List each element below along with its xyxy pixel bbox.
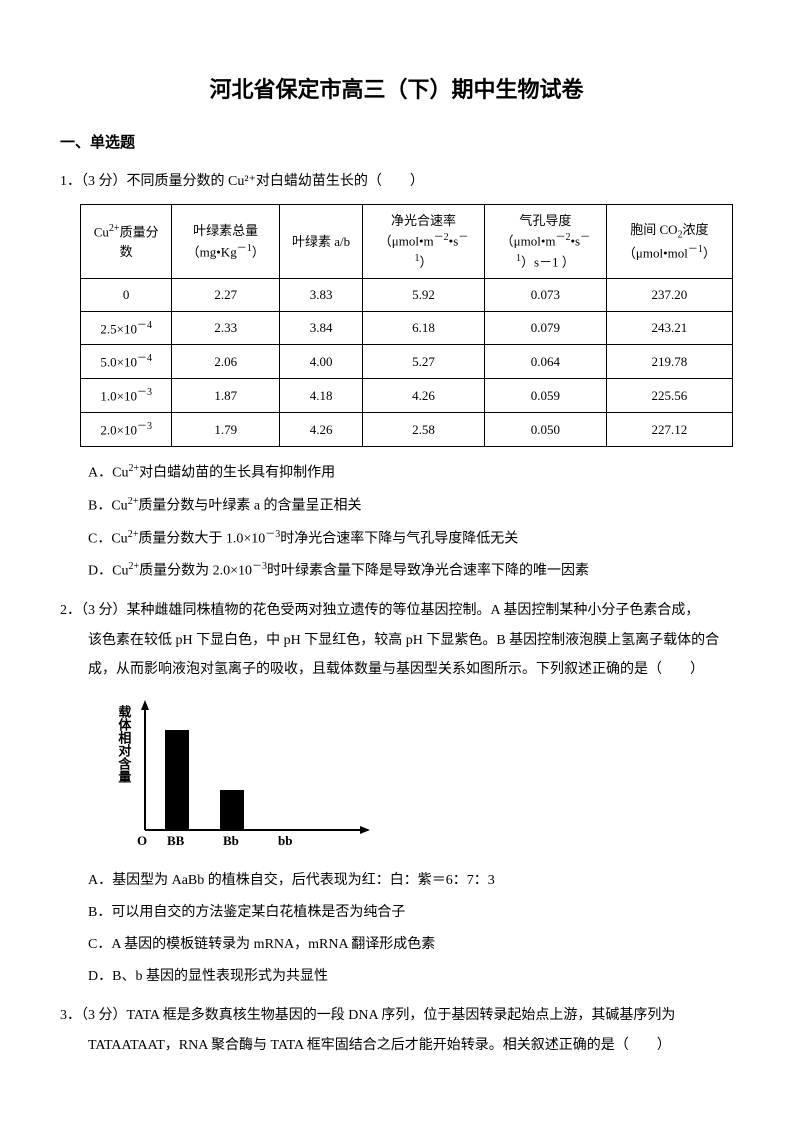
section-header: 一、单选题	[60, 130, 733, 157]
table-cell: 225.56	[606, 379, 732, 413]
table-cell: 2.58	[363, 413, 485, 447]
q3-stem-line2: TATAATAAT，RNA 聚合酶与 TATA 框牢固结合之后才能开始转录。相关…	[88, 1031, 733, 1060]
table-cell: 2.33	[172, 311, 280, 345]
table-cell: 2.06	[172, 345, 280, 379]
table-cell: 0.059	[484, 379, 606, 413]
q2-bar-chart: 载体相对含量 O BB Bb bb	[120, 695, 380, 855]
x-label-bb-hetero: Bb	[223, 833, 239, 848]
question-1: 1．（3 分）不同质量分数的 Cu²⁺对白蜡幼苗生长的（ ） Cu2+质量分数 …	[60, 167, 733, 589]
table-cell: 237.20	[606, 279, 732, 312]
q1-option-c: C．Cu2+质量分数大于 1.0×10－3时净光合速率下降与气孔导度降低无关	[88, 523, 733, 556]
table-header: 叶绿素 a/b	[280, 204, 363, 278]
table-cell: 5.92	[363, 279, 485, 312]
exam-title: 河北省保定市高三（下）期中生物试卷	[60, 70, 733, 110]
q1-table: Cu2+质量分数 叶绿素总量（mg•Kg－1） 叶绿素 a/b 净光合速率（μm…	[80, 204, 733, 447]
q3-stem-line1: 3．（3 分）TATA 框是多数真核生物基因的一段 DNA 序列，位于基因转录起…	[60, 1001, 733, 1030]
table-cell: 219.78	[606, 345, 732, 379]
table-cell: 4.00	[280, 345, 363, 379]
q2-stem-line2: 该色素在较低 pH 下显白色，中 pH 下显红色，较高 pH 下显紫色。B 基因…	[88, 626, 733, 655]
question-3: 3．（3 分）TATA 框是多数真核生物基因的一段 DNA 序列，位于基因转录起…	[60, 1001, 733, 1060]
q1-table-body: 02.273.835.920.073237.20 2.5×10－42.333.8…	[81, 279, 733, 447]
table-cell: 1.79	[172, 413, 280, 447]
table-header: 胞间 CO2浓度（μmol•mol－1）	[606, 204, 732, 278]
table-header: 净光合速率（μmol•m－2•s－1）	[363, 204, 485, 278]
table-cell: 2.27	[172, 279, 280, 312]
q1-option-d: D．Cu2+质量分数为 2.0×10－3时叶绿素含量下降是导致净光合速率下降的唯…	[88, 555, 733, 588]
x-label-bb: BB	[167, 833, 185, 848]
origin-label: O	[137, 833, 147, 848]
table-cell: 0	[81, 279, 172, 312]
q2-stem-line1: 2．（3 分）某种雌雄同株植物的花色受两对独立遗传的等位基因控制。A 基因控制某…	[60, 596, 733, 625]
table-cell: 1.87	[172, 379, 280, 413]
table-cell: 0.073	[484, 279, 606, 312]
q2-stem-line3: 成，从而影响液泡对氢离子的吸收，且载体数量与基因型关系如图所示。下列叙述正确的是…	[88, 655, 733, 684]
q2-option-b: B．可以用自交的方法鉴定某白花植株是否为纯合子	[88, 897, 733, 929]
table-cell: 0.079	[484, 311, 606, 345]
table-cell: 0.064	[484, 345, 606, 379]
table-cell: 4.26	[280, 413, 363, 447]
table-header: 气孔导度（μmol•m－2•s－1）s－1 ）	[484, 204, 606, 278]
q1-option-b: B．Cu2+质量分数与叶绿素 a 的含量呈正相关	[88, 490, 733, 523]
chart-y-label: 载体相对含量	[112, 705, 135, 783]
table-cell: 2.0×10－3	[81, 413, 172, 447]
q1-stem: 1．（3 分）不同质量分数的 Cu²⁺对白蜡幼苗生长的（ ）	[60, 167, 733, 196]
question-2: 2．（3 分）某种雌雄同株植物的花色受两对独立遗传的等位基因控制。A 基因控制某…	[60, 596, 733, 993]
table-cell: 243.21	[606, 311, 732, 345]
q2-option-a: A．基因型为 AaBb 的植株自交，后代表现为红：白：紫＝6：7：3	[88, 865, 733, 897]
bar-chart-svg: O BB Bb bb	[120, 695, 380, 855]
table-header: 叶绿素总量（mg•Kg－1）	[172, 204, 280, 278]
table-header: Cu2+质量分数	[81, 204, 172, 278]
q2-option-d: D．B、b 基因的显性表现形式为共显性	[88, 961, 733, 993]
table-cell: 3.83	[280, 279, 363, 312]
y-axis-arrow	[141, 700, 149, 710]
table-cell: 6.18	[363, 311, 485, 345]
table-cell: 227.12	[606, 413, 732, 447]
table-cell: 5.27	[363, 345, 485, 379]
table-cell: 1.0×10－3	[81, 379, 172, 413]
table-cell: 0.050	[484, 413, 606, 447]
x-axis-arrow	[360, 826, 370, 834]
table-cell: 2.5×10－4	[81, 311, 172, 345]
q2-option-c: C．A 基因的模板链转录为 mRNA，mRNA 翻译形成色素	[88, 929, 733, 961]
table-cell: 5.0×10－4	[81, 345, 172, 379]
table-cell: 4.18	[280, 379, 363, 413]
q1-option-a: A．Cu2+对白蜡幼苗的生长具有抑制作用	[88, 457, 733, 490]
bar-bb	[165, 730, 189, 830]
table-cell: 3.84	[280, 311, 363, 345]
table-cell: 4.26	[363, 379, 485, 413]
bar-bb-hetero	[220, 790, 244, 830]
x-label-bb-homo: bb	[278, 833, 292, 848]
